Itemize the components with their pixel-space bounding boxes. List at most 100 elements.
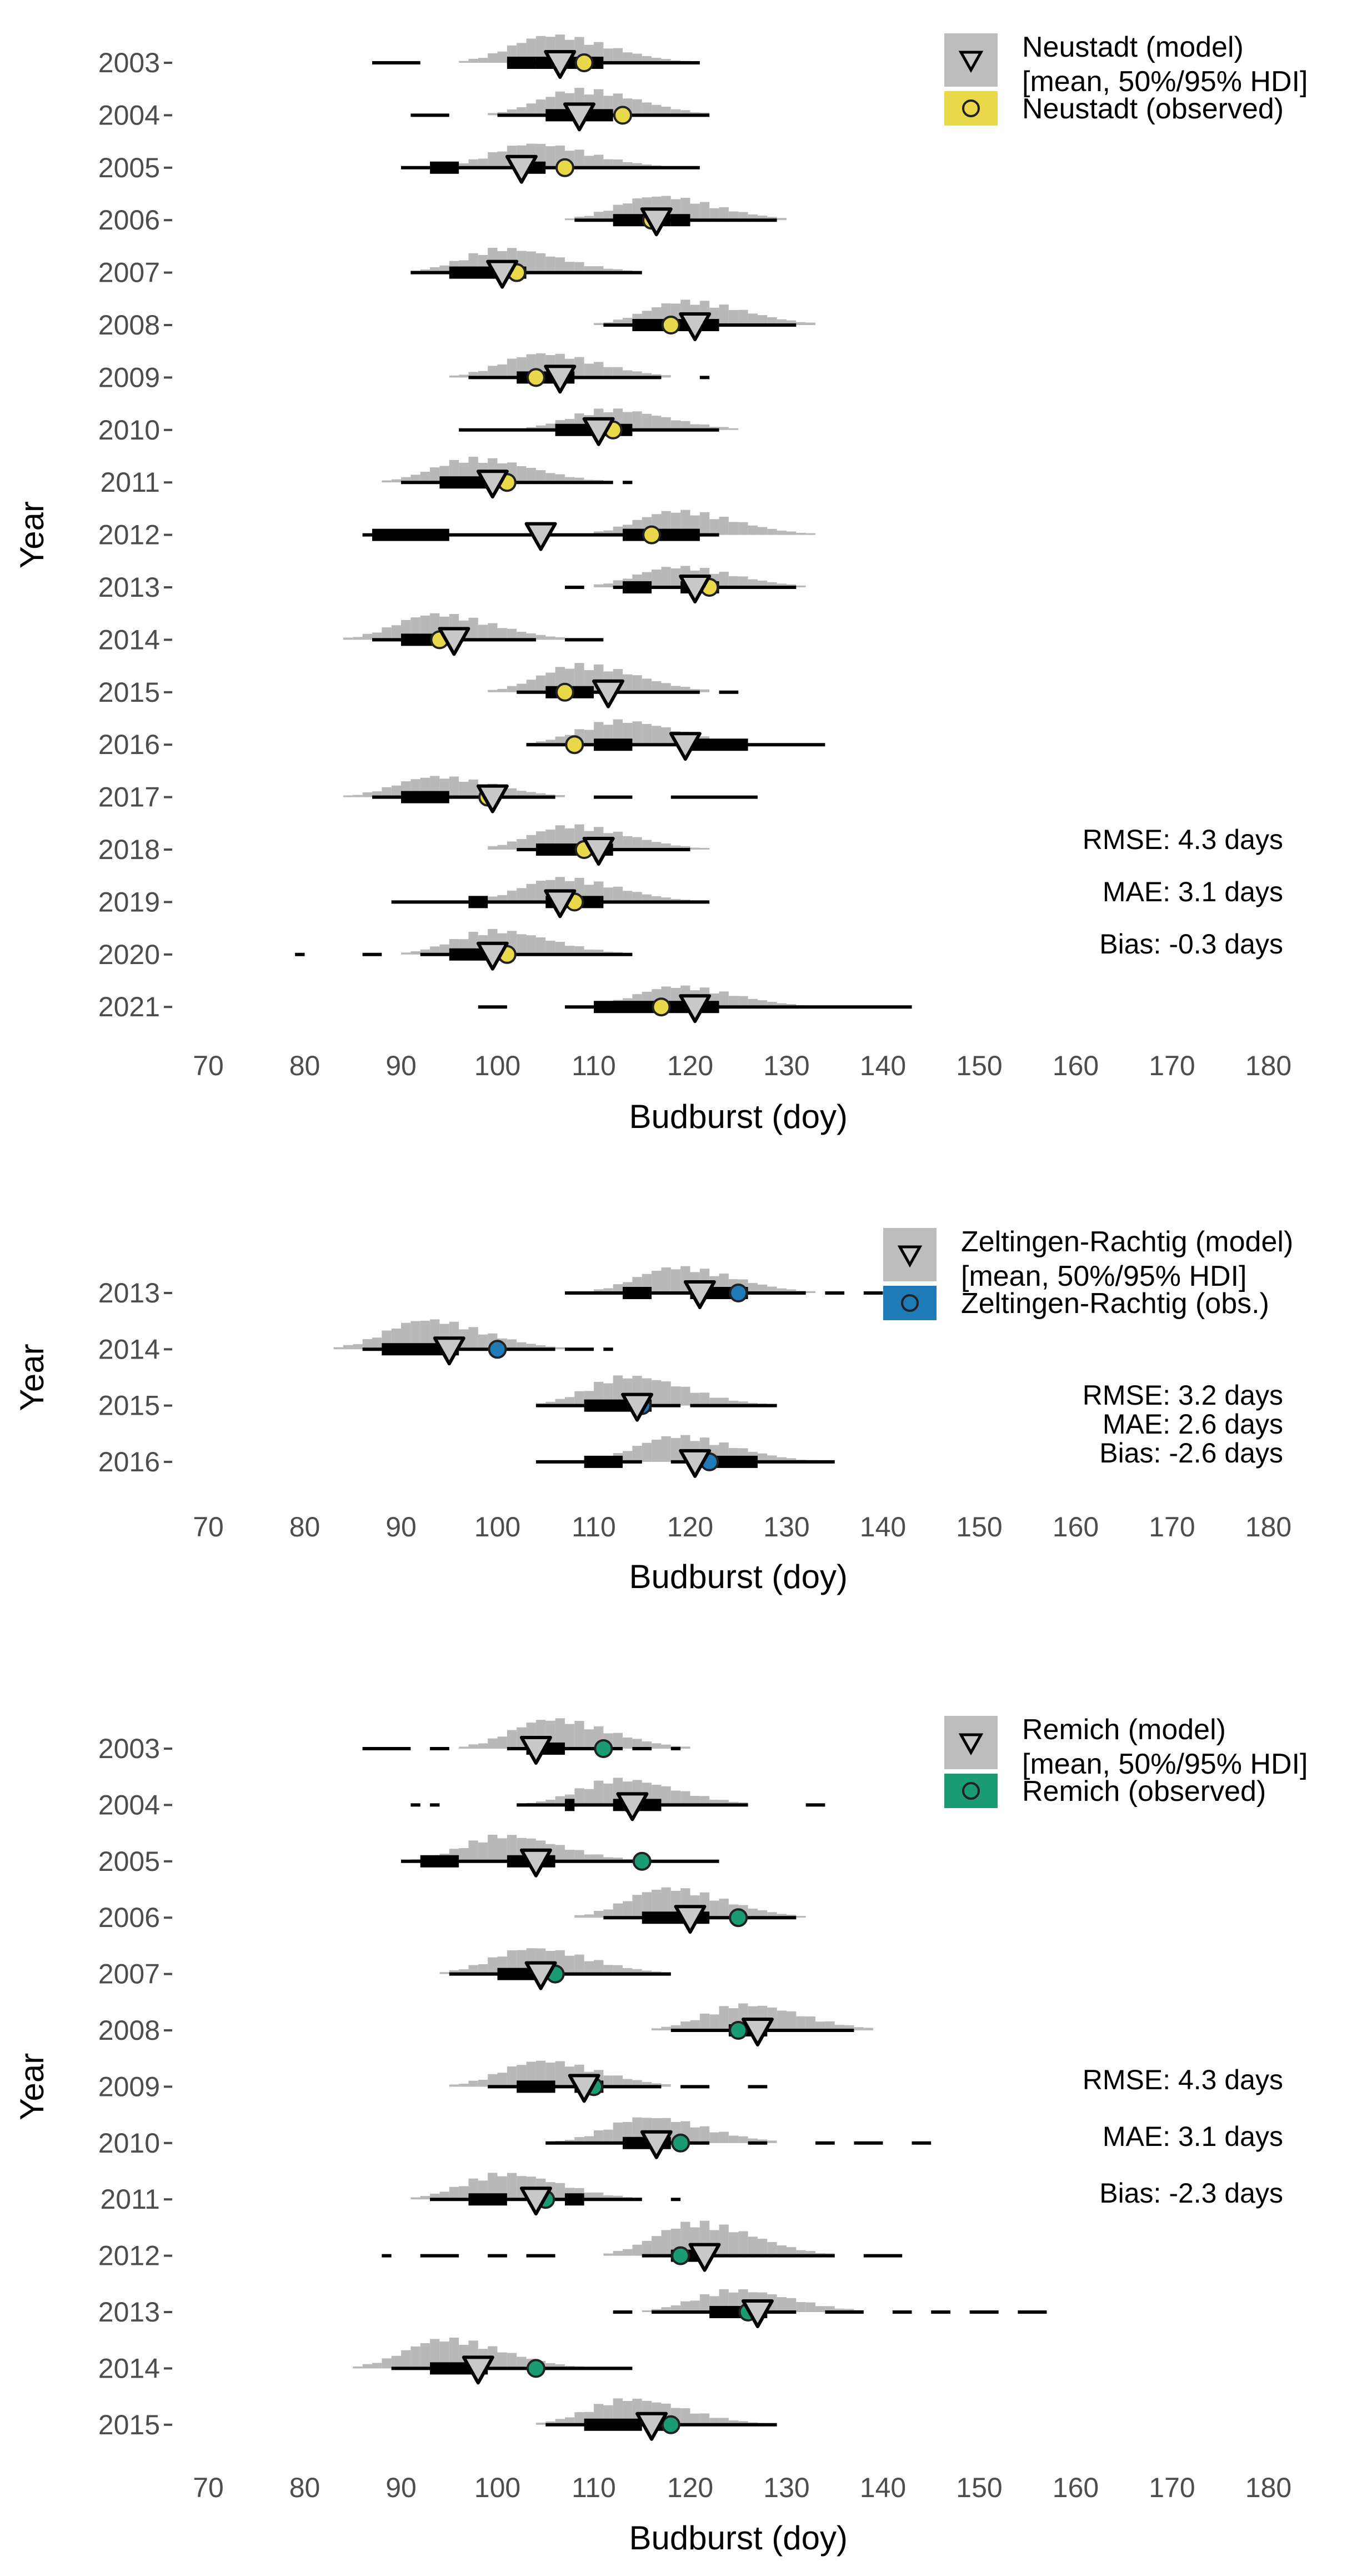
model-mean-marker xyxy=(476,470,509,499)
y-tick-label: 2018 xyxy=(98,834,160,865)
observed-point xyxy=(488,1340,507,1359)
histogram-bin xyxy=(410,475,420,483)
observed-point xyxy=(729,1284,748,1302)
y-tick-label: 2005 xyxy=(98,152,160,183)
histogram-bin xyxy=(555,941,565,955)
stats: RMSE: 4.3 days MAE: 3.1 days Bias: -0.3 da… xyxy=(1083,824,1283,960)
observed-point xyxy=(526,2359,545,2378)
histogram-bin xyxy=(767,528,777,535)
histogram-bin xyxy=(545,473,555,483)
row-2019: 2019 xyxy=(98,877,710,918)
histogram-bin xyxy=(613,1903,623,1918)
histogram-bin xyxy=(603,1909,613,1918)
histogram-bin xyxy=(709,2418,719,2425)
histogram-bin xyxy=(661,1744,671,1749)
histogram-bin xyxy=(564,1724,575,1749)
mae-text: MAE: 2.6 days xyxy=(1103,1409,1283,1440)
model-mean-marker xyxy=(621,1392,654,1422)
histogram-bin xyxy=(555,2061,565,2087)
histogram-bin xyxy=(661,843,671,850)
histogram-bin xyxy=(728,2232,739,2256)
posterior-histogram xyxy=(333,1319,565,1350)
row-2008: 2008 xyxy=(98,2003,874,2046)
histogram-bin xyxy=(670,1790,681,1805)
model-mean-marker xyxy=(486,259,519,289)
histogram-bin xyxy=(517,791,527,797)
histogram-bin xyxy=(623,836,633,850)
histogram-bin xyxy=(488,1834,498,1861)
histogram-bin xyxy=(468,779,478,797)
histogram-bin xyxy=(410,1321,420,1350)
histogram-bin xyxy=(642,1892,652,1918)
histogram-bin xyxy=(555,637,565,640)
histogram-bin xyxy=(488,623,498,640)
histogram-bin xyxy=(632,2117,642,2143)
x-tick-label: 120 xyxy=(667,1050,713,1081)
x-tick-label: 170 xyxy=(1149,2472,1195,2503)
y-tick-label: 2011 xyxy=(100,467,160,498)
y-tick-label: 2007 xyxy=(98,257,160,288)
histogram-bin xyxy=(709,2014,719,2030)
histogram-bin xyxy=(478,2079,488,2087)
x-tick-label: 90 xyxy=(385,2472,417,2503)
y-tick-label: 2008 xyxy=(98,309,160,341)
histogram-bin xyxy=(632,2080,642,2087)
histogram-bin xyxy=(594,89,604,116)
y-tick-label: 2017 xyxy=(98,782,160,813)
histogram-bin xyxy=(632,837,642,850)
histogram-bin xyxy=(777,2297,787,2312)
model-mean-marker xyxy=(544,365,577,394)
row-2004: 2004 xyxy=(98,88,710,132)
histogram-bin xyxy=(623,674,633,692)
histogram-bin xyxy=(603,159,613,168)
histogram-bin xyxy=(459,61,469,63)
histogram-bin xyxy=(439,1972,449,1974)
y-tick-label: 2010 xyxy=(98,2128,160,2159)
histogram-bin xyxy=(488,690,498,692)
histogram-bin xyxy=(757,580,768,587)
histogram-bin xyxy=(670,686,681,692)
histogram-bin xyxy=(410,2197,420,2200)
histogram-bin xyxy=(449,776,459,797)
histogram-bin xyxy=(652,1380,662,1406)
histogram-bin xyxy=(468,1840,478,1861)
histogram-bin xyxy=(488,2074,498,2087)
histogram-bin xyxy=(545,1401,555,1406)
histogram-bin xyxy=(478,158,488,168)
histogram-bin xyxy=(401,477,411,483)
row-2020: 2020 xyxy=(98,928,633,971)
histogram-bin xyxy=(748,525,758,535)
y-tick-label: 2008 xyxy=(98,2015,160,2046)
histogram-bin xyxy=(844,2025,854,2030)
row-2012: 2012 xyxy=(98,510,816,551)
y-tick-label: 2015 xyxy=(98,677,160,708)
histogram-bin xyxy=(584,1961,594,1974)
histogram-bin xyxy=(603,583,613,587)
histogram-bin xyxy=(699,424,710,430)
histogram-bin xyxy=(613,1375,623,1406)
histogram-bin xyxy=(613,319,623,325)
observed-point xyxy=(594,1739,613,1758)
histogram-bin xyxy=(661,683,671,692)
observed-point xyxy=(613,106,633,125)
histogram-bin xyxy=(632,892,642,902)
histogram-bin xyxy=(777,1003,787,1007)
histogram-bin xyxy=(690,203,700,221)
y-tick-label: 2007 xyxy=(98,1959,160,1990)
legend-circle-icon xyxy=(901,1294,919,1312)
histogram-bin xyxy=(738,309,748,325)
histogram-bin xyxy=(574,357,584,378)
histogram-bin xyxy=(661,897,671,902)
histogram-bin xyxy=(728,522,739,535)
histogram-bin xyxy=(767,2242,777,2256)
y-axis-title: Year xyxy=(13,501,51,568)
histogram-bin xyxy=(574,663,584,692)
row-2016: 2016 xyxy=(98,719,825,761)
histogram-bin xyxy=(728,2420,739,2425)
histogram-bin xyxy=(603,2253,613,2256)
model-mean-marker xyxy=(505,154,538,184)
histogram-bin xyxy=(594,584,604,587)
histogram-bin xyxy=(805,1291,816,1293)
histogram-bin xyxy=(603,2195,613,2200)
histogram-bin xyxy=(497,151,507,168)
